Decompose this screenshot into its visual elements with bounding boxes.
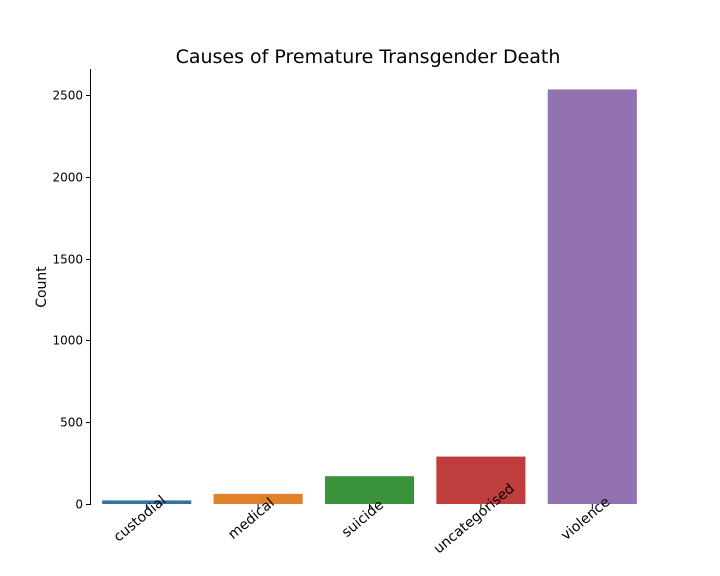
bars [102,89,637,505]
y-tick-label: 0 [75,498,83,512]
y-tick-label: 2500 [52,89,83,103]
bar-violence [547,89,637,505]
y-axis-label: Count [34,266,50,308]
bar-custodial [102,500,192,504]
y-tick-label: 1500 [52,253,83,267]
y-tick-label: 2000 [52,171,83,185]
y-axis-ticks: 0 500 1000 1500 2000 2500 [52,89,91,512]
bar-suicide [324,476,415,504]
chart-title: Causes of Premature Transgender Death [176,46,561,68]
bar-uncategorised [436,456,526,504]
y-tick-label: 500 [60,416,83,430]
y-tick-label: 1000 [52,334,83,348]
bar-medical [213,493,303,504]
